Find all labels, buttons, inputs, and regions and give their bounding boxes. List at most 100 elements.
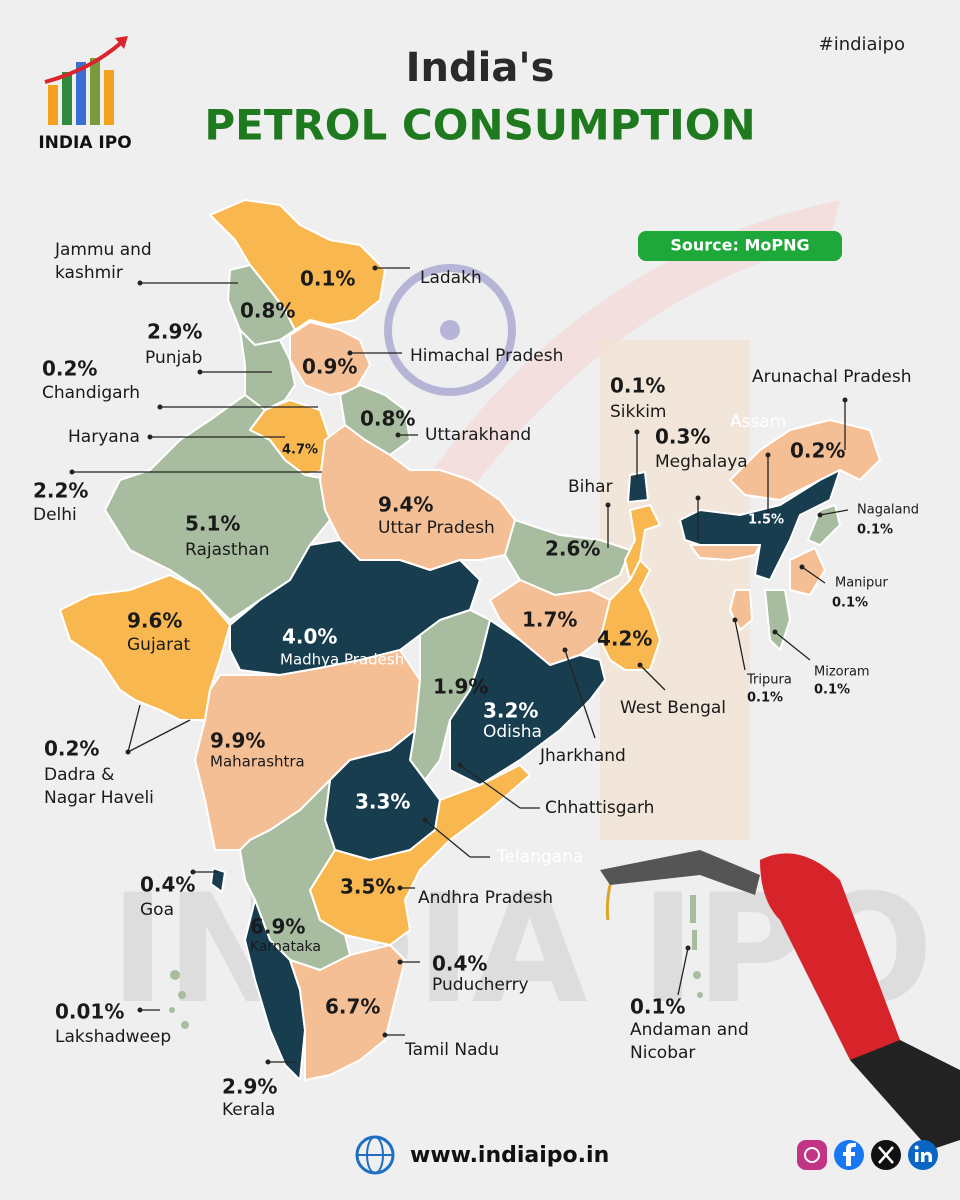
- share-label: 0.1%: [630, 995, 685, 1019]
- leader-dot: [772, 629, 778, 635]
- leader-dot: [817, 512, 823, 518]
- leader-line: [127, 719, 191, 753]
- icon-glyph: [915, 1152, 919, 1162]
- leader-line: [127, 704, 141, 753]
- share-label: 0.4%: [432, 952, 487, 976]
- leader-dot: [397, 885, 403, 891]
- logo: INDIA IPO: [38, 36, 132, 153]
- share-label: 5.1%: [185, 512, 240, 536]
- leader-dot: [137, 1007, 143, 1013]
- leader-dot: [695, 495, 701, 501]
- leader-line: [424, 819, 471, 858]
- leader-dot: [382, 1032, 388, 1038]
- leader-dot: [347, 350, 353, 356]
- decor-chakra: [384, 264, 516, 396]
- leader-dot: [637, 662, 643, 668]
- title: India's: [406, 45, 555, 91]
- leader-dot: [765, 452, 771, 458]
- share-label: 9.9%: [210, 729, 265, 753]
- leader-dot: [685, 945, 691, 951]
- region: [309, 764, 531, 946]
- state-name: Punjab: [145, 348, 202, 368]
- region: [764, 589, 791, 651]
- share-label: 0.3%: [655, 425, 710, 449]
- leader-line: [639, 664, 666, 691]
- state-name: Arunachal Pradesh: [752, 367, 912, 387]
- region: [239, 329, 296, 411]
- state-name: Uttarakhand: [425, 425, 531, 445]
- region: [599, 559, 661, 671]
- state-name: Tamil Nadu: [404, 1040, 499, 1060]
- icon-glyph: [914, 1145, 919, 1150]
- leader-dot: [562, 647, 568, 653]
- share-label: 4.7%: [282, 443, 318, 458]
- icon-glyph: [921, 1151, 932, 1162]
- leader-line: [677, 947, 689, 996]
- region: [244, 899, 306, 1081]
- decor-nozzle: [600, 850, 960, 1150]
- leader-dot: [137, 280, 143, 286]
- state-name: Haryana: [68, 427, 140, 447]
- logo-text: INDIA IPO: [38, 133, 131, 153]
- share-label: 0.2%: [42, 357, 97, 381]
- region: [627, 471, 649, 503]
- state-name: West Bengal: [620, 698, 726, 718]
- share-label: 2.2%: [33, 479, 88, 503]
- state-name: Jammu and: [54, 240, 152, 260]
- share-label: 1.7%: [522, 608, 577, 632]
- region: [449, 619, 606, 786]
- state-name: Andhra Pradesh: [418, 888, 553, 908]
- share-label: 0.1%: [610, 374, 665, 398]
- leader-dot: [457, 762, 463, 768]
- share-label: 0.4%: [140, 873, 195, 897]
- leader-line: [459, 764, 521, 809]
- share-label: 9.6%: [127, 609, 182, 633]
- share-label: 2.9%: [147, 320, 202, 344]
- region: [210, 867, 226, 893]
- share-label: 0.8%: [360, 407, 415, 431]
- leader-dot: [732, 617, 738, 623]
- share-label: 4.2%: [597, 627, 652, 651]
- share-label: 0.1%: [300, 267, 355, 291]
- share-label: 0.2%: [790, 439, 845, 463]
- website[interactable]: www.indiaipo.in: [410, 1143, 609, 1168]
- region: [624, 504, 661, 581]
- state-name: Manipur: [835, 576, 889, 591]
- state-name: Delhi: [33, 505, 77, 525]
- icon-glyph: [804, 1147, 820, 1163]
- state-name: Himachal Pradesh: [410, 346, 563, 366]
- state-name: Jharkhand: [539, 746, 626, 766]
- state-name: Andaman and: [630, 1020, 749, 1040]
- state-name: Chhattisgarh: [545, 798, 654, 818]
- state-name: Rajasthan: [185, 540, 270, 560]
- region: [807, 504, 841, 546]
- share-label: 3.5%: [340, 875, 395, 899]
- share-label: 0.01%: [55, 1000, 124, 1024]
- leader-line: [564, 649, 596, 739]
- state-name: Nagar Haveli: [44, 788, 154, 808]
- share-label: 0.2%: [44, 737, 99, 761]
- share-label: 0.8%: [240, 299, 295, 323]
- state-name: Puducherry: [432, 975, 529, 995]
- leader-line: [819, 509, 849, 516]
- state-name: Goa: [140, 900, 174, 920]
- region: [227, 264, 296, 346]
- state-name: Bihar: [568, 477, 613, 497]
- leader-dot: [190, 869, 196, 875]
- share-label: 0.1%: [857, 523, 893, 538]
- share-label: 3.3%: [355, 790, 410, 814]
- state-name: Tripura: [746, 673, 792, 688]
- leader-dot: [605, 502, 611, 508]
- share-label: 9.4%: [378, 493, 433, 517]
- share-label: 2.6%: [545, 537, 600, 561]
- leader-dot: [422, 817, 428, 823]
- islands: [169, 970, 189, 1029]
- title: PETROL CONSUMPTION: [204, 101, 755, 150]
- islands: [690, 895, 703, 998]
- instagram-icon[interactable]: [797, 1140, 827, 1170]
- region: [689, 544, 761, 561]
- leader-dot: [265, 1059, 271, 1065]
- labels: 0.1% Ladakh 0.8% Jammu and kashmir 0.9% Himach…: [33, 240, 919, 1120]
- leader-dot: [634, 429, 640, 435]
